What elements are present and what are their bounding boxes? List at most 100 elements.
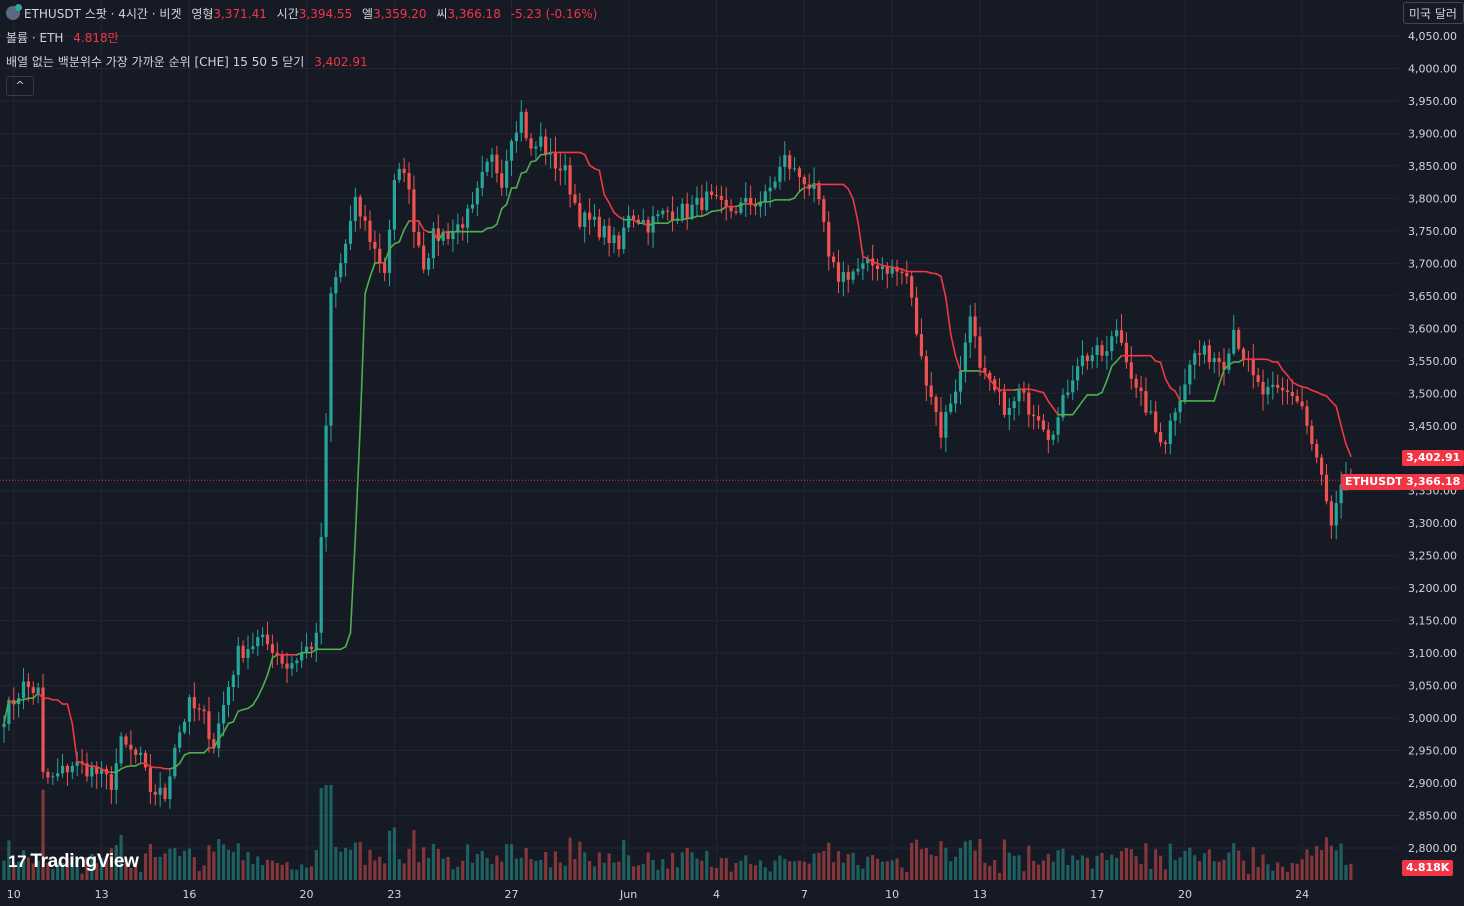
volume-bar — [958, 848, 963, 880]
volume-bar — [85, 857, 89, 880]
volume-bar — [1324, 837, 1329, 880]
candle-body — [1036, 416, 1041, 421]
price-axis[interactable]: 2,800.00 2,850.00 2,900.00 2,950.00 3,000.00… — [1408, 30, 1457, 855]
candle-body — [1202, 345, 1207, 355]
time-axis[interactable]: 10 13 16 20 23 27 Jun 4 7 10 13 17 20 24 — [7, 888, 1309, 901]
volume-bar — [178, 856, 182, 880]
volume-bar — [778, 855, 782, 880]
volume-bar — [7, 840, 11, 880]
volume-bar — [822, 851, 826, 880]
time-tick-label: 23 — [387, 888, 401, 901]
volume-bar — [17, 861, 21, 880]
indicator-segment — [852, 198, 859, 223]
candle-body — [1232, 329, 1236, 354]
candle-body — [1105, 351, 1109, 356]
tradingview-logo[interactable]: 17 TradingView — [8, 851, 139, 873]
volume-bar — [319, 788, 323, 880]
currency-button[interactable]: 미국 달러 — [1403, 2, 1464, 24]
volume-bar — [695, 858, 699, 880]
volume-bar — [534, 860, 538, 880]
open-label: 영형 — [191, 7, 214, 21]
volume-bar — [1046, 853, 1050, 880]
price-tick-label: 2,900.00 — [1408, 777, 1457, 790]
candle-body — [1085, 355, 1089, 362]
candle-body — [1061, 394, 1065, 418]
indicator-segment — [808, 183, 815, 189]
collapse-legend-button[interactable]: ^ — [6, 76, 34, 96]
candle-body — [368, 220, 372, 242]
indicator-segment — [169, 766, 176, 770]
volume-bar — [1051, 861, 1055, 880]
volume-bar — [871, 855, 875, 880]
time-tick-label: 13 — [973, 888, 987, 901]
indicator-segment — [500, 203, 508, 210]
candle-body — [1305, 406, 1309, 426]
indicator-segment — [227, 721, 235, 725]
volume-bar — [905, 872, 909, 880]
price-tick-label: 2,850.00 — [1408, 810, 1457, 823]
volume-bar — [758, 860, 762, 880]
price-tick-label: 3,600.00 — [1408, 322, 1457, 335]
candle-body — [1334, 503, 1338, 526]
volume-bar — [724, 858, 728, 880]
volume-bar — [1232, 843, 1236, 880]
candle-body — [1139, 387, 1143, 392]
candle-body — [217, 723, 221, 749]
volume-bar — [1100, 853, 1104, 880]
candle-body — [1134, 378, 1138, 388]
indicator-segment — [1154, 360, 1162, 364]
volume-bar — [187, 848, 192, 880]
candle-body — [182, 721, 187, 733]
indicator-segment — [359, 292, 366, 427]
volume-bar — [309, 866, 314, 880]
volume-bar — [431, 843, 436, 880]
volume-bar — [968, 840, 972, 880]
exchange-logo-icon — [6, 4, 22, 20]
indicator-segment — [242, 707, 249, 711]
volume-bar — [812, 853, 816, 880]
volume-bar — [705, 850, 709, 880]
volume-bar — [1061, 848, 1065, 880]
indicator-legend[interactable]: 배열 없는 백분위수 가장 가까운 순위 [CHE] 15 50 5 닫기 3,… — [6, 53, 368, 70]
indicator-segment — [1345, 443, 1352, 458]
volume-bar — [568, 837, 572, 880]
volume-bar — [100, 857, 104, 880]
volume-bar — [368, 849, 372, 880]
indicator-segment — [252, 696, 259, 706]
high-value: 3,394.55 — [298, 7, 353, 21]
candle-body — [222, 704, 226, 724]
tradingview-mark-icon: 17 — [8, 852, 27, 871]
candle-body — [724, 199, 728, 207]
volume-bar — [387, 830, 392, 880]
volume-bar — [710, 866, 714, 880]
indicator-segment — [1052, 407, 1059, 416]
volume-bar — [363, 864, 367, 880]
candle-body — [627, 215, 631, 228]
candle-body — [407, 172, 411, 190]
candle-body — [1324, 474, 1329, 502]
price-tick-label: 3,900.00 — [1408, 127, 1457, 140]
candle-body — [631, 215, 636, 220]
candle-body — [46, 771, 50, 778]
volume-bar — [802, 861, 806, 880]
candle-body — [65, 765, 70, 773]
candle-body — [690, 204, 694, 219]
indicator-segment — [417, 220, 425, 231]
candle-body — [139, 752, 143, 755]
indicator-segment — [632, 218, 640, 224]
volume-bar — [353, 842, 357, 880]
symbol-title[interactable]: ETHUSDT 스팟 · 4시간 · 비겟 — [24, 7, 182, 21]
candle-body — [602, 225, 606, 238]
candle-body — [1276, 384, 1280, 388]
volume-bar — [304, 867, 309, 880]
open-value: 3,371.41 — [213, 7, 267, 21]
candle-body — [373, 241, 377, 249]
volume-bar — [451, 869, 455, 880]
indicator-segment — [178, 754, 186, 765]
candle-body — [548, 152, 553, 155]
volume-bar — [402, 863, 406, 880]
volume-legend[interactable]: 볼륨 · ETH 4.818만 — [6, 29, 119, 46]
indicator-segment — [1237, 358, 1245, 363]
indicator-segment — [159, 766, 166, 770]
